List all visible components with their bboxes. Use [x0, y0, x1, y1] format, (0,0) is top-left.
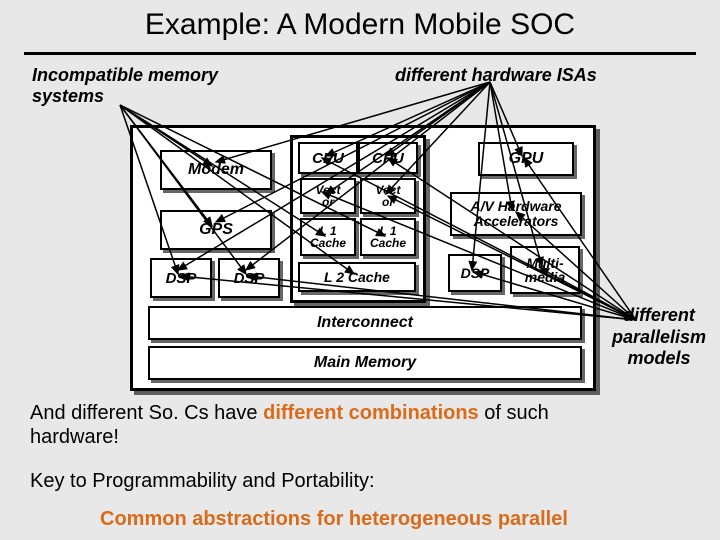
block-cpu-1: CPU [298, 142, 358, 174]
block-interconnect: Interconnect [148, 306, 582, 340]
block-gps: GPS [160, 210, 272, 250]
body-1a: And different So. Cs have [30, 402, 263, 424]
body-line-1: And different So. Cs have different comb… [30, 402, 549, 425]
block-cpu-2: CPU [358, 142, 418, 174]
block-multimedia: Multi- media [510, 246, 580, 294]
block-vect-1: Vect or [300, 178, 356, 214]
block-main-memory: Main Memory [148, 346, 582, 380]
body-line-4: Common abstractions for heterogeneous pa… [100, 508, 568, 531]
block-vect-2: Vect or [360, 178, 416, 214]
block-dsp-2: DSP [218, 258, 280, 298]
body-1b: different combinations [263, 402, 479, 424]
block-l2: L 2 Cache [298, 262, 416, 292]
block-l1-2: L 1 Cache [360, 218, 416, 256]
block-dsp-3: DSP [448, 254, 502, 292]
block-dsp-1: DSP [150, 258, 212, 298]
body-line-3: Key to Programmability and Portability: [30, 470, 375, 493]
body-1c: of such [479, 402, 549, 424]
title-rule [24, 52, 696, 55]
block-l1-1: L 1 Cache [300, 218, 356, 256]
slide-title: Example: A Modern Mobile SOC [0, 8, 720, 42]
block-gpu: GPU [478, 142, 574, 176]
note-isa: different hardware ISAs [395, 65, 597, 86]
body-line-2: hardware! [30, 426, 119, 449]
block-modem: Modem [160, 150, 272, 190]
note-parallelism: different parallelism models [604, 305, 714, 370]
block-av-accel: A/V Hardware Accelerators [450, 192, 582, 236]
note-memory: Incompatible memory systems [32, 65, 218, 107]
